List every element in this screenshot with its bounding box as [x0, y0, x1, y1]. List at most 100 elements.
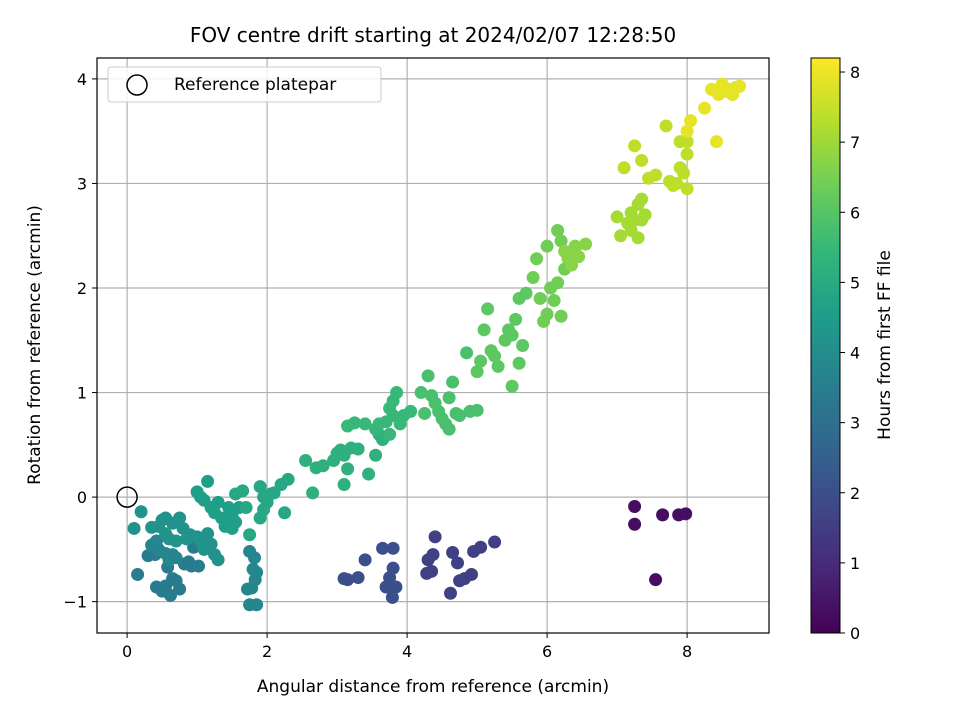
data-point — [281, 472, 295, 486]
data-point — [680, 182, 694, 196]
data-point — [404, 404, 418, 418]
legend-marker-open-circle — [126, 74, 148, 96]
colorbar-ticks: 0 1 2 3 4 5 6 7 8 — [840, 63, 860, 643]
y-tick-label: 1 — [77, 384, 87, 403]
data-point — [554, 234, 568, 248]
data-point — [299, 454, 313, 467]
data-point — [351, 442, 365, 456]
data-point — [677, 166, 691, 180]
data-point — [150, 534, 163, 548]
data-point — [547, 294, 561, 308]
data-point — [169, 534, 183, 548]
data-point — [341, 462, 355, 476]
data-point — [166, 516, 180, 530]
data-point — [670, 176, 684, 190]
data-point — [698, 101, 712, 115]
data-point — [477, 323, 491, 337]
colorbar-tick-label: 8 — [850, 63, 860, 82]
data-point — [680, 135, 694, 149]
colorbar — [810, 57, 841, 634]
data-point — [236, 484, 250, 498]
data-point — [127, 521, 141, 535]
data-point — [351, 571, 365, 585]
chart-title: FOV centre drift starting at 2024/02/07 … — [190, 23, 676, 47]
data-point — [710, 135, 723, 149]
data-point — [446, 375, 460, 389]
data-point — [488, 349, 502, 363]
colorbar-tick-label: 0 — [850, 624, 860, 643]
data-point — [624, 224, 638, 237]
data-point — [418, 406, 432, 420]
data-point — [358, 417, 372, 431]
data-point — [383, 427, 397, 441]
x-tick-label: 6 — [542, 642, 552, 661]
data-point — [460, 346, 474, 360]
data-point — [421, 369, 435, 383]
legend-label: Reference platepar — [174, 75, 336, 95]
data-point — [565, 258, 579, 272]
data-point — [679, 507, 693, 521]
data-point — [733, 79, 747, 93]
colorbar-tick-label: 1 — [850, 554, 860, 573]
data-point — [491, 359, 505, 373]
data-point — [376, 541, 390, 555]
data-point — [470, 365, 484, 379]
data-point — [474, 354, 488, 368]
colorbar-label: Hours from first FF file — [875, 250, 895, 440]
data-point — [278, 506, 292, 520]
data-point — [369, 448, 383, 462]
data-point — [385, 590, 399, 604]
x-tick-label: 4 — [402, 642, 412, 661]
data-point — [428, 530, 442, 544]
data-point — [684, 114, 698, 128]
data-point — [453, 409, 467, 423]
data-point — [182, 555, 196, 569]
plot-frame — [96, 57, 770, 634]
data-point — [162, 553, 176, 567]
data-point — [316, 459, 330, 473]
data-point — [551, 276, 565, 290]
data-point — [211, 495, 225, 509]
reference-point — [116, 486, 138, 508]
data-point — [488, 535, 502, 549]
y-tick-label: 0 — [77, 488, 87, 507]
data-point — [131, 567, 145, 581]
data-points — [116, 77, 747, 612]
data-point — [250, 598, 264, 612]
colorbar-tick-label: 3 — [850, 414, 860, 433]
data-point — [617, 161, 631, 175]
data-point — [414, 386, 428, 400]
data-point — [614, 229, 628, 243]
y-axis-ticks: −1 0 1 2 3 4 — [63, 70, 97, 612]
data-point — [442, 422, 456, 436]
data-point — [554, 309, 568, 323]
colorbar-tick-label: 7 — [850, 133, 860, 152]
data-point — [628, 517, 642, 531]
data-point — [481, 302, 495, 316]
data-point — [225, 509, 239, 523]
data-point — [509, 312, 523, 326]
data-point — [204, 537, 218, 551]
data-point — [519, 286, 533, 300]
colorbar-tick-label: 4 — [850, 344, 860, 363]
data-point — [649, 573, 663, 587]
data-point — [451, 556, 464, 570]
data-point — [390, 386, 404, 400]
data-point — [337, 478, 351, 492]
data-point — [362, 467, 376, 481]
y-tick-label: 4 — [77, 70, 87, 89]
data-point — [680, 147, 694, 161]
data-point — [348, 416, 362, 430]
data-point — [530, 252, 544, 266]
data-point — [516, 339, 530, 352]
data-point — [169, 574, 183, 588]
colorbar-gradient — [810, 57, 841, 634]
data-point — [533, 291, 547, 305]
data-point — [512, 356, 526, 370]
data-point — [680, 124, 694, 138]
data-point — [568, 241, 582, 255]
data-point — [551, 224, 565, 237]
data-point — [649, 168, 663, 182]
data-point — [505, 379, 519, 393]
data-point — [358, 553, 372, 567]
